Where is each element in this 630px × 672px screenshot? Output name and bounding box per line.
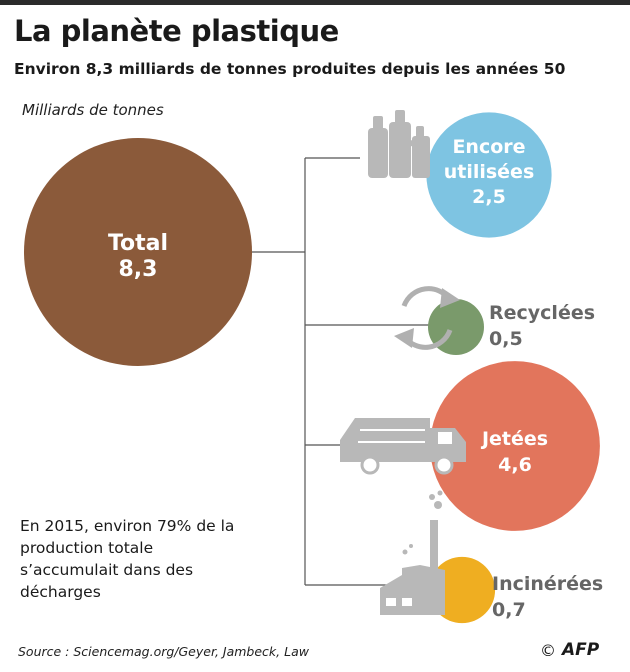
- landfill-note: En 2015, environ 79% de la production to…: [20, 517, 235, 601]
- connector-lines: [252, 157, 430, 586]
- bubble-total-value: 8,3: [119, 257, 158, 282]
- unit-label: Milliards de tonnes: [22, 101, 164, 119]
- bubble-encore-value: 2,5: [472, 186, 506, 208]
- top-bar: [0, 0, 630, 5]
- copyright-symbol: ©: [540, 640, 556, 660]
- bubble-total-label: Total: [108, 231, 168, 256]
- chart-title: La planète plastique: [14, 14, 339, 48]
- bubble-total: [24, 138, 252, 366]
- bubble-jetees: [430, 361, 600, 531]
- bubble-jetees-label: Jetées: [480, 428, 548, 450]
- bubble-incinerees-value: 0,7: [492, 599, 526, 621]
- bubble-incinerees-label: Incinérées: [492, 573, 603, 595]
- source-credit: Source : Sciencemag.org/Geyer, Jambeck, …: [18, 644, 309, 659]
- bubble-jetees-value: 4,6: [498, 454, 532, 476]
- afp-wordmark: AFP: [562, 640, 600, 660]
- bubble-incinerees: [428, 556, 496, 624]
- bottles-icon: [368, 110, 430, 178]
- bubble-recyclees-label: Recyclées: [489, 302, 595, 324]
- garbage-truck-icon: [340, 418, 466, 475]
- chart-subtitle: Environ 8,3 milliards de tonnes produite…: [14, 60, 566, 78]
- bubble-encore-label-line1: Encore: [452, 136, 525, 158]
- bubble-encore-utilisees: [426, 112, 552, 238]
- bubble-encore-label-line2: utilisées: [444, 161, 535, 183]
- incinerator-icon: [380, 490, 445, 615]
- afp-logo: © AFP: [540, 640, 599, 660]
- bubble-recyclees-value: 0,5: [489, 328, 523, 350]
